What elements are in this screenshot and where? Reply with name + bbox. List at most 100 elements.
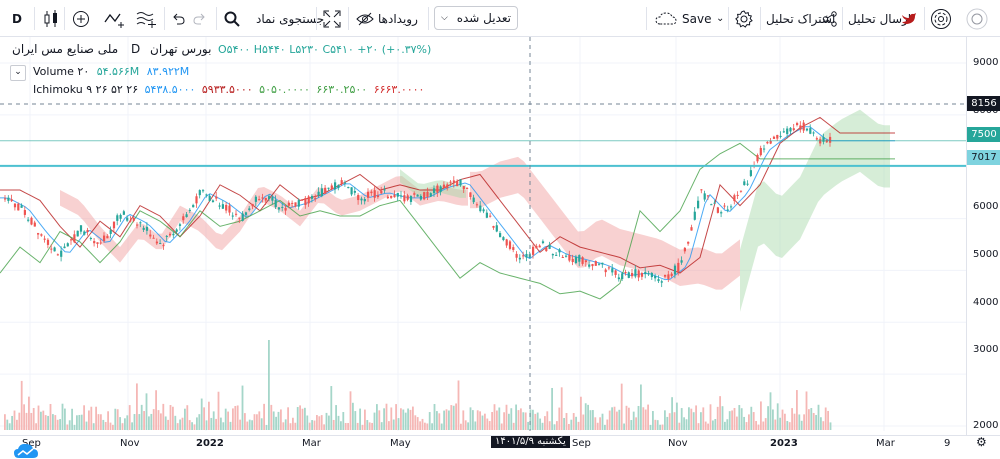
volume-bar [256, 414, 258, 430]
candle-body [195, 196, 198, 204]
volume-bar [131, 422, 133, 430]
price-axis[interactable]: 9000 8000 7000 6000 5000 4000 3000 2000 … [966, 37, 1000, 435]
candle-body [436, 185, 439, 193]
candle-body [235, 213, 238, 215]
price-chart[interactable] [0, 37, 1000, 447]
candle-body [340, 180, 343, 185]
volume-bar [371, 422, 373, 430]
candle-body [261, 197, 264, 199]
volume-bar [812, 412, 815, 430]
volume-bar [524, 412, 527, 430]
volume-bar [527, 421, 529, 430]
candle-body [591, 264, 594, 267]
candle-body [489, 215, 492, 217]
volume-bar [172, 406, 174, 430]
volume-bar [486, 418, 489, 430]
candle-body [373, 190, 376, 198]
cloud-volume-icon[interactable] [14, 443, 38, 459]
save-button[interactable]: Save [682, 11, 712, 26]
ichimoku-legend[interactable]: Ichimoku ۹ ۲۶ ۵۲ ۲۶ ۵۴۳۸.۵۰۰۰ ۵۹۳۳.۵۰۰۰ … [33, 83, 425, 96]
candle-body [723, 205, 726, 207]
share-analysis-button[interactable]: اشتراک تحلیل [766, 11, 836, 26]
fullscreen-icon[interactable] [323, 0, 341, 37]
candle-body [192, 205, 195, 208]
volume-bar [330, 386, 333, 430]
candle-body [37, 233, 40, 235]
candle-body [502, 237, 505, 241]
volume-bar [594, 417, 597, 430]
publish-analysis-button[interactable]: ارسال تحلیل [848, 11, 912, 26]
user-avatar-icon[interactable] [966, 0, 988, 37]
candle-body [508, 241, 512, 249]
settings-gear-icon[interactable]: ⚙ [976, 435, 987, 449]
candle-body [56, 254, 59, 256]
candle-body [545, 247, 548, 252]
volume-bar [138, 414, 141, 430]
volume-bar [690, 408, 693, 430]
candle-body [284, 207, 287, 211]
divider [842, 7, 843, 30]
save-menu-chevron-icon[interactable]: ⌄ [716, 13, 725, 24]
indicators-icon[interactable] [104, 0, 126, 37]
candle-body [654, 275, 657, 279]
candle-body [221, 204, 224, 209]
symbol-search-button[interactable]: جستجوی نماد [256, 11, 325, 26]
candle-body [822, 137, 825, 142]
volume-bar [587, 404, 589, 430]
time-axis[interactable]: Sep Nov 2022 Mar May ۱۴۰۱/۵/۹ یکشنبه Sep… [0, 435, 1000, 449]
chart-area[interactable]: 9000 8000 7000 6000 5000 4000 3000 2000 … [0, 37, 1000, 458]
cloud-save-icon[interactable] [655, 0, 677, 37]
volume-bar [728, 411, 731, 430]
volume-bar [44, 415, 47, 430]
candle-body [578, 255, 581, 262]
camera-snapshot-icon[interactable] [930, 0, 952, 37]
candle-body [555, 254, 558, 256]
price-tick: 5000 [973, 249, 999, 260]
volume-bar [280, 409, 282, 430]
candle-body [93, 241, 96, 244]
templates-icon[interactable] [136, 0, 158, 37]
volume-bar [786, 420, 789, 430]
volume-legend[interactable]: Volume ۲۰ ۵۴.۵۶۶M ۸۳.۹۲۲M [33, 65, 190, 78]
volume-bar [548, 421, 551, 430]
volume-bar [373, 412, 376, 430]
volume-bar [421, 418, 424, 430]
divider [760, 7, 761, 30]
redo-icon[interactable] [192, 0, 208, 37]
undo-icon[interactable] [170, 0, 186, 37]
candle-body [634, 269, 637, 277]
candle-body [241, 213, 244, 221]
candle-style-icon[interactable] [44, 0, 58, 37]
settings-gear-icon[interactable] [735, 0, 753, 37]
candle-body [786, 128, 789, 135]
candle-body [588, 264, 591, 267]
candle-body [789, 127, 792, 132]
volume-bar [236, 405, 239, 430]
collapse-chevron-icon[interactable]: ⌄ [10, 65, 26, 81]
bird-icon[interactable] [901, 0, 917, 37]
candle-body [522, 255, 525, 257]
adjustment-select[interactable]: ⌵ تعدیل شده [434, 6, 518, 30]
interval-button[interactable]: D [12, 11, 22, 26]
volume-bar [4, 414, 6, 430]
events-button[interactable]: رویدادها [378, 11, 418, 26]
candle-body [202, 190, 205, 192]
candle-body [103, 235, 106, 242]
candle-body [155, 241, 158, 244]
volume-bar [311, 420, 313, 430]
volume-bar [13, 410, 16, 430]
candle-body [650, 273, 653, 278]
volume-bar [649, 424, 652, 430]
candle-body [426, 191, 429, 198]
candle-body [624, 271, 627, 274]
candle-body [568, 254, 571, 261]
volume-bar [632, 411, 635, 430]
add-compare-icon[interactable] [72, 0, 90, 37]
candle-body [208, 195, 211, 201]
search-icon[interactable] [224, 0, 240, 37]
candle-body [46, 239, 50, 245]
symbol-legend-row[interactable]: ملی صنایع مس ایران [12, 42, 118, 56]
eye-icon[interactable] [356, 0, 374, 37]
candle-body [294, 202, 297, 207]
share-icon[interactable] [822, 0, 838, 37]
